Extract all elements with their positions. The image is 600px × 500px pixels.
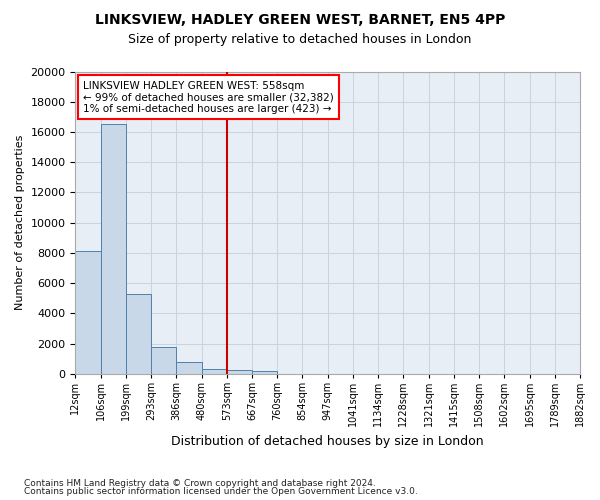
Bar (176, 362, 202, 374)
Bar (101, 124, 126, 374)
Bar (126, 294, 151, 374)
Bar (202, 369, 227, 374)
Text: LINKSVIEW HADLEY GREEN WEST: 558sqm
← 99% of detached houses are smaller (32,382: LINKSVIEW HADLEY GREEN WEST: 558sqm ← 99… (83, 80, 334, 114)
Bar (227, 370, 252, 374)
Text: LINKSVIEW, HADLEY GREEN WEST, BARNET, EN5 4PP: LINKSVIEW, HADLEY GREEN WEST, BARNET, EN… (95, 12, 505, 26)
Text: Size of property relative to detached houses in London: Size of property relative to detached ho… (128, 32, 472, 46)
Y-axis label: Number of detached properties: Number of detached properties (15, 135, 25, 310)
Bar (252, 370, 277, 374)
X-axis label: Distribution of detached houses by size in London: Distribution of detached houses by size … (172, 434, 484, 448)
Text: Contains HM Land Registry data © Crown copyright and database right 2024.: Contains HM Land Registry data © Crown c… (24, 478, 376, 488)
Text: Contains public sector information licensed under the Open Government Licence v3: Contains public sector information licen… (24, 487, 418, 496)
Bar (151, 348, 176, 374)
Bar (76, 252, 101, 374)
